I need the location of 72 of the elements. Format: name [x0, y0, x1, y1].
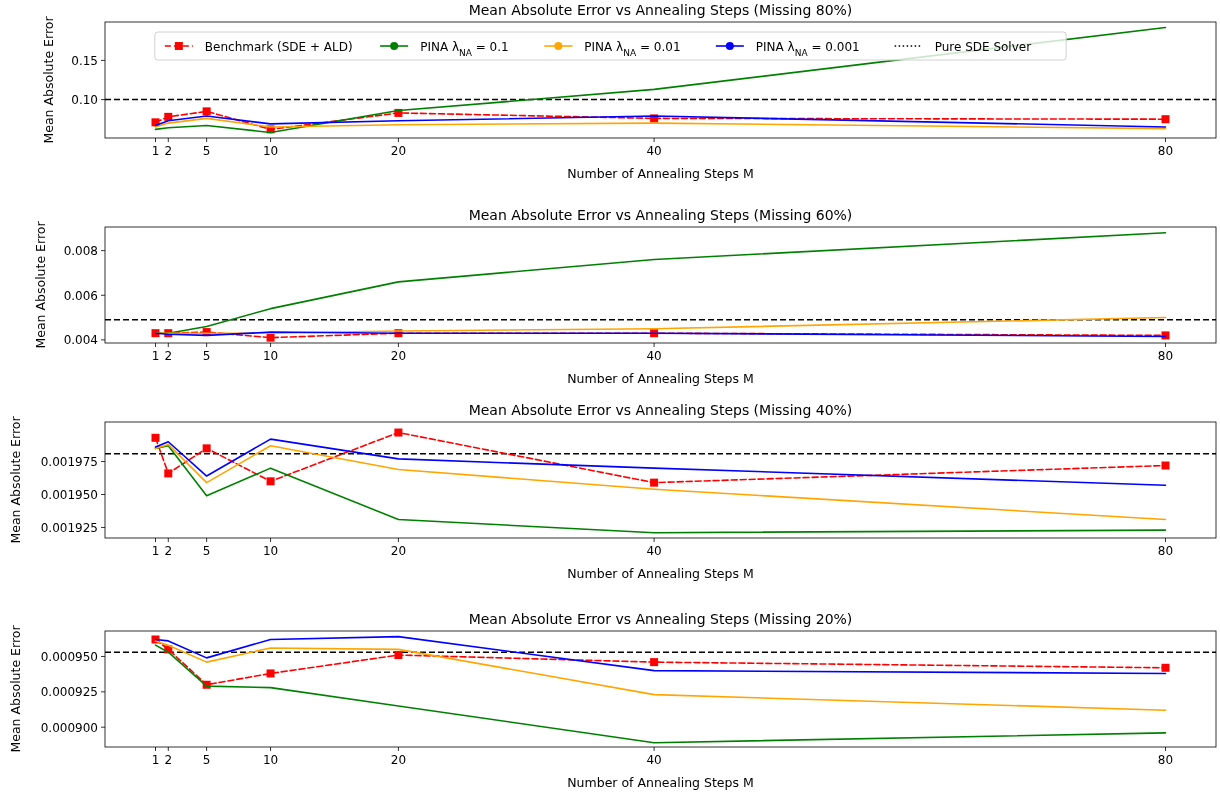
- x-tick-label: 40: [646, 349, 662, 363]
- x-tick-label: 80: [1157, 753, 1174, 767]
- line-series: [154, 438, 1167, 487]
- chart-title: Mean Absolute Error vs Annealing Steps (Missing 20%): [468, 611, 853, 627]
- x-tick-label: 40: [646, 544, 662, 558]
- y-tick-label: 0.000950: [40, 649, 98, 664]
- x-tick-label: 10: [262, 753, 279, 767]
- y-axis-title: Mean Absolute Error: [41, 15, 56, 144]
- point: [650, 658, 659, 667]
- point: [394, 651, 403, 660]
- y-tick-label: 0.004: [63, 333, 98, 348]
- x-tick-label: 10: [262, 544, 279, 558]
- y-tick-label: 0.000925: [40, 685, 98, 700]
- point: [202, 107, 211, 116]
- point: [650, 478, 659, 487]
- x-tick-label: 10: [262, 144, 279, 158]
- legend-label: PINA λ$_{NA}$ = 0.001: [755, 39, 860, 58]
- chart-title: Mean Absolute Error vs Annealing Steps (Missing 40%): [468, 402, 853, 418]
- chart-title: Mean Absolute Error vs Annealing Steps (Missing 80%): [468, 2, 853, 18]
- point: [164, 469, 173, 478]
- point: [1161, 115, 1170, 124]
- point: [151, 433, 160, 442]
- point: [266, 477, 275, 486]
- x-tick-label: 2: [164, 544, 173, 558]
- point: [202, 444, 211, 453]
- legend-label: PINA λ$_{NA}$ = 0.01: [584, 39, 681, 58]
- x-axis-title: Number of Annealing Steps M: [567, 566, 754, 581]
- x-tick-label: 40: [646, 753, 662, 767]
- y-tick-label: 0.001975: [40, 455, 98, 470]
- x-tick-label: 20: [390, 349, 407, 363]
- x-tick-label: 20: [390, 753, 407, 767]
- y-axis-title: Mean Absolute Error: [33, 220, 48, 349]
- legend-label: Pure SDE Solver: [934, 39, 1032, 54]
- legend-label: Benchmark (SDE + ALD): [204, 39, 353, 54]
- y-axis-title: Mean Absolute Error: [8, 415, 23, 544]
- x-tick-label: 20: [390, 544, 407, 558]
- x-tick-label: 20: [390, 144, 407, 158]
- x-axis-title: Number of Annealing Steps M: [567, 371, 754, 386]
- chart-title: Mean Absolute Error vs Annealing Steps (Missing 60%): [468, 207, 853, 223]
- y-tick-label: 0.10: [71, 93, 98, 108]
- x-tick-label: 5: [202, 544, 211, 558]
- legend-label: PINA λ$_{NA}$ = 0.1: [420, 39, 509, 58]
- y-tick-label: 0.15: [71, 53, 98, 68]
- y-tick-label: 0.001950: [40, 488, 98, 502]
- y-tick-label: 0.000900: [40, 720, 98, 735]
- x-tick-label: 1: [151, 544, 160, 558]
- point: [394, 428, 403, 437]
- x-axis-title: Number of Annealing Steps M: [567, 166, 754, 181]
- x-tick-label: 1: [151, 753, 160, 767]
- point: [266, 669, 275, 678]
- x-tick-label: 5: [202, 753, 211, 767]
- x-tick-label: 1: [151, 349, 160, 363]
- x-tick-label: 2: [164, 753, 173, 767]
- point: [1161, 663, 1170, 672]
- x-tick-label: 2: [164, 144, 173, 158]
- x-tick-label: 10: [262, 349, 279, 363]
- point: [164, 112, 173, 121]
- y-tick-label: 0.001925: [40, 520, 98, 535]
- line-series: [154, 443, 1167, 521]
- x-tick-label: 80: [1157, 349, 1174, 363]
- x-tick-label: 80: [1157, 144, 1174, 158]
- x-axis-title: Number of Annealing Steps M: [567, 775, 754, 790]
- x-tick-label: 40: [646, 144, 662, 158]
- x-tick-label: 80: [1157, 544, 1174, 558]
- x-tick-label: 5: [202, 144, 211, 158]
- y-tick-label: 0.008: [63, 244, 98, 259]
- x-tick-label: 5: [202, 349, 211, 363]
- x-tick-label: 2: [164, 349, 173, 363]
- y-tick-label: 0.006: [63, 288, 98, 303]
- point: [1161, 461, 1170, 470]
- y-axis-title: Mean Absolute Error: [8, 624, 23, 753]
- x-tick-label: 1: [151, 144, 160, 158]
